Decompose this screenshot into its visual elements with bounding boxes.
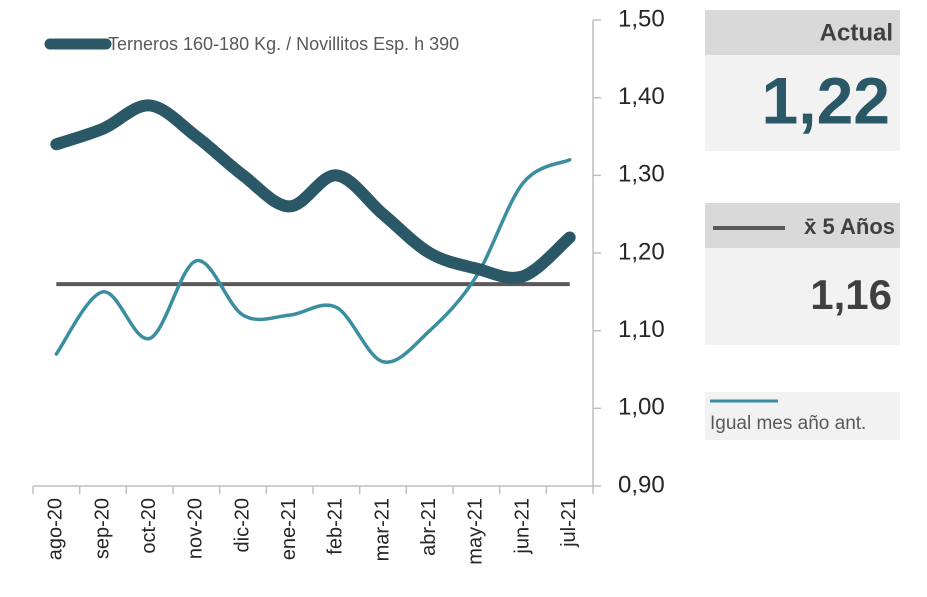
x-tick-label: mar-21 bbox=[371, 498, 393, 561]
y-tick-label: 1,50 bbox=[618, 5, 665, 32]
y-tick-label: 1,00 bbox=[618, 394, 665, 421]
y-tick-label: 1,30 bbox=[618, 161, 665, 188]
x-tick-label: abr-21 bbox=[418, 498, 440, 556]
y-tick-label: 1,40 bbox=[618, 83, 665, 110]
x-tick-label: nov-20 bbox=[185, 498, 207, 559]
x-tick-label: sep-20 bbox=[91, 498, 113, 559]
average-legend: x̄ 5 Años bbox=[804, 214, 895, 239]
x-tick-label: jun-21 bbox=[511, 498, 533, 555]
x-tick-label: jul-21 bbox=[558, 498, 580, 548]
y-tick-label: 0,90 bbox=[618, 471, 665, 498]
actual-value: 1,22 bbox=[762, 63, 890, 137]
x-tick-label: feb-21 bbox=[325, 498, 347, 555]
x-tick-label: dic-20 bbox=[231, 498, 253, 552]
actual-header bbox=[705, 10, 900, 55]
y-tick-label: 1,20 bbox=[618, 238, 665, 265]
average-box bbox=[705, 248, 900, 345]
y-tick-label: 1,10 bbox=[618, 316, 665, 343]
average-header bbox=[705, 203, 900, 248]
x-tick-label: ago-20 bbox=[45, 498, 67, 560]
average-value: 1,16 bbox=[810, 271, 892, 318]
actual-title: Actual bbox=[820, 19, 893, 46]
legend-label: Terneros 160-180 Kg. / Novillitos Esp. h… bbox=[108, 34, 459, 54]
legend-label: Igual mes año ant. bbox=[710, 413, 866, 434]
x-tick-label: ene-21 bbox=[278, 498, 300, 560]
x-tick-label: may-21 bbox=[465, 498, 487, 565]
actual-box bbox=[705, 55, 900, 151]
x-tick-label: oct-20 bbox=[138, 498, 160, 554]
series-line bbox=[50, 99, 576, 284]
